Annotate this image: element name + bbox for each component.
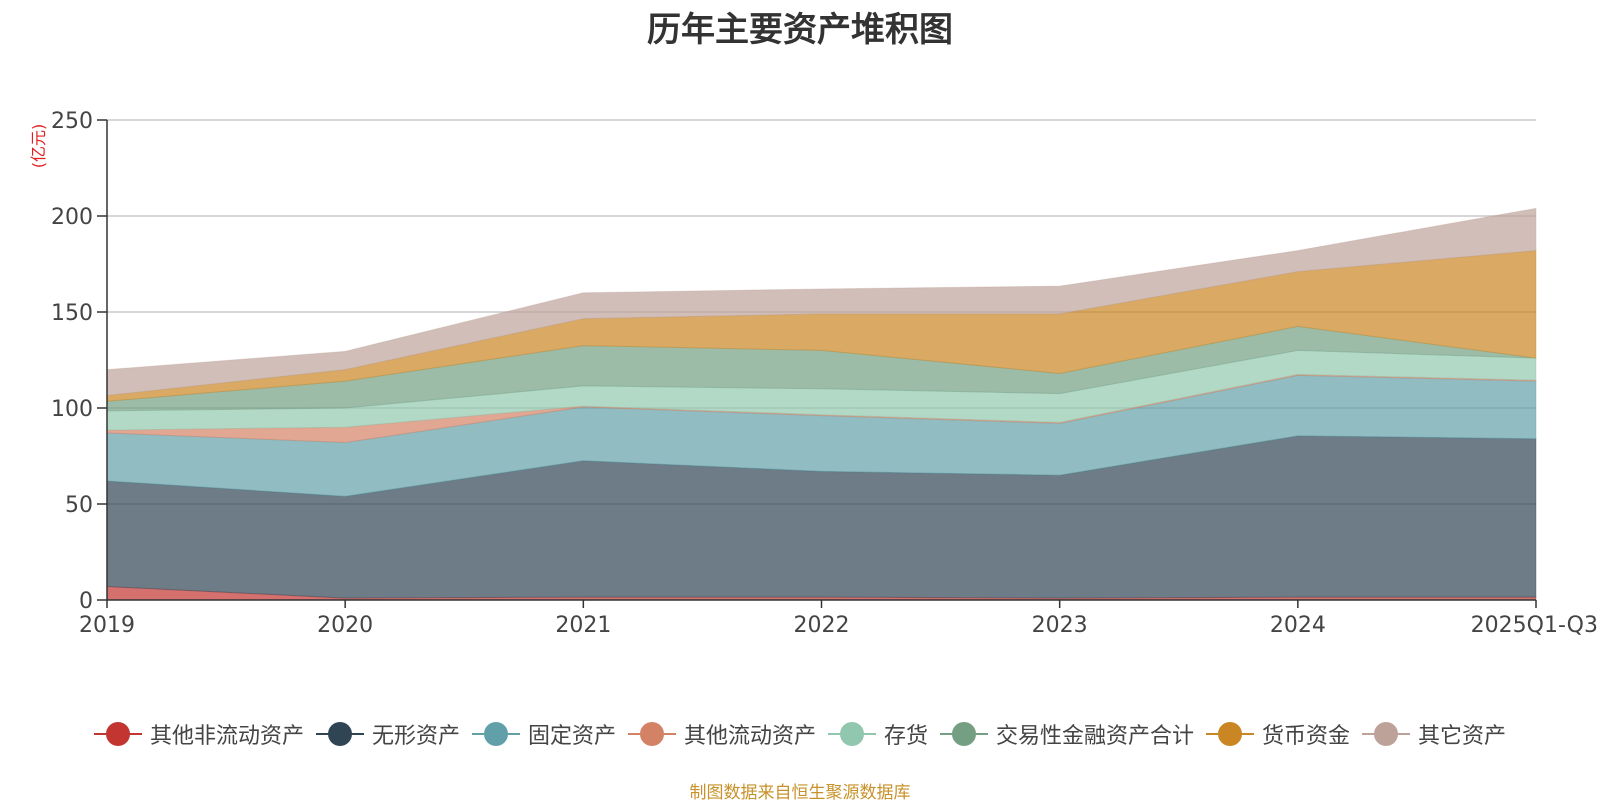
legend-label: 其他流动资产 — [683, 724, 816, 749]
legend-label: 其他非流动资产 — [149, 724, 304, 749]
area-series-3 — [106, 373, 1537, 444]
legend-marker-icon — [627, 722, 676, 746]
legend: 其他非流动资产 无形资产 固定资产 其他流动资产 存货 交易性金融资产合计 货币资金 其它资产 — [0, 718, 1600, 750]
legend-item-5[interactable]: 交易性金融资产合计 — [940, 718, 1194, 750]
area-series-group — [106, 207, 1537, 601]
area-series-4 — [106, 349, 1537, 431]
area-series-2 — [106, 374, 1537, 497]
x-tick-label: 2022 — [794, 613, 850, 638]
x-tick-label: 2025Q1-Q3 — [1471, 613, 1598, 638]
x-tick-label: 2019 — [79, 613, 135, 638]
legend-marker-icon — [1206, 722, 1255, 746]
legend-item-4[interactable]: 存货 — [828, 718, 928, 750]
x-tick-label: 2024 — [1270, 613, 1326, 638]
legend-marker-icon — [93, 722, 142, 746]
y-tick-label: 100 — [51, 397, 93, 422]
x-tick-label: 2020 — [317, 613, 373, 638]
legend-label: 无形资产 — [371, 724, 460, 749]
legend-label: 固定资产 — [527, 724, 616, 749]
area-series-1 — [106, 435, 1537, 599]
legend-marker-icon — [471, 722, 520, 746]
legend-label: 其它资产 — [1418, 724, 1507, 749]
x-tick-label: 2023 — [1032, 613, 1088, 638]
legend-marker-icon — [828, 722, 876, 746]
legend-item-6[interactable]: 货币资金 — [1206, 718, 1350, 750]
legend-marker-icon — [315, 722, 364, 746]
legend-label: 存货 — [884, 724, 929, 749]
axes: 0 50 100 150 200 250 2019 2020 2021 2022 2023 2024 2… — [51, 109, 1598, 638]
y-tick-label: 150 — [51, 301, 93, 326]
data-source-footer: 制图数据来自恒生聚源数据库 — [689, 783, 911, 803]
legend-marker-icon — [1362, 722, 1411, 746]
legend-item-3[interactable]: 其他流动资产 — [627, 718, 816, 750]
y-tick-label: 0 — [79, 589, 93, 614]
legend-item-0[interactable]: 其他非流动资产 — [93, 718, 304, 750]
legend-label: 交易性金融资产合计 — [996, 724, 1195, 749]
legend-label: 货币资金 — [1262, 724, 1351, 749]
y-axis-unit-label: (亿元) — [29, 124, 48, 169]
y-tick-label: 200 — [51, 205, 93, 230]
x-tick-label: 2021 — [555, 613, 611, 638]
legend-marker-icon — [940, 722, 989, 746]
legend-item-2[interactable]: 固定资产 — [471, 718, 616, 750]
legend-item-7[interactable]: 其它资产 — [1362, 718, 1506, 750]
y-tick-label: 50 — [65, 493, 93, 518]
y-tick-label: 250 — [51, 109, 93, 134]
area-series-7 — [106, 207, 1537, 397]
chart-title: 历年主要资产堆积图 — [647, 10, 953, 50]
legend-item-1[interactable]: 无形资产 — [315, 718, 460, 750]
